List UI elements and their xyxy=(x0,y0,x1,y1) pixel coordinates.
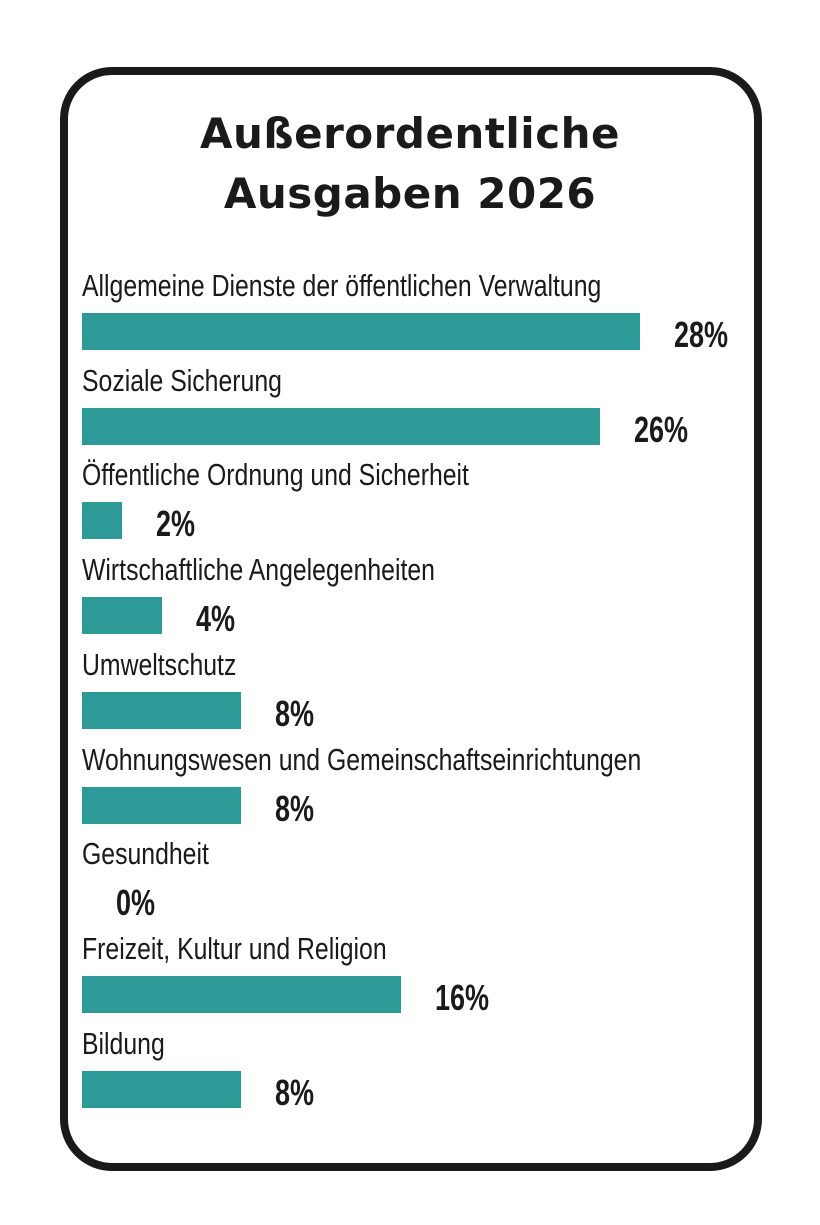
chart-title: Außerordentliche Ausgaben 2026 xyxy=(0,104,820,224)
category-label: Wohnungswesen und Gemeinschaftseinrichtu… xyxy=(82,741,642,777)
title-line-1: Außerordentliche xyxy=(200,109,620,158)
bar xyxy=(82,502,122,540)
bar xyxy=(82,313,641,350)
category-label: Freizeit, Kultur und Religion xyxy=(82,930,387,966)
value-label: 16% xyxy=(434,976,489,1018)
value-label: 28% xyxy=(674,314,729,355)
bar xyxy=(82,786,242,824)
category-label: Umweltschutz xyxy=(82,646,237,682)
value-label: 8% xyxy=(275,787,315,829)
title-line-2: Ausgaben 2026 xyxy=(223,169,597,218)
category-label: Allgemeine Dienste der öffentlichen Verw… xyxy=(82,268,602,303)
category-label: Öffentliche Ordnung und Sicherheit xyxy=(82,457,469,493)
category-label: Soziale Sicherung xyxy=(82,362,282,398)
category-label: Gesundheit xyxy=(82,836,209,872)
value-label: 2% xyxy=(155,503,195,545)
bar xyxy=(82,691,242,729)
bar xyxy=(82,1070,242,1108)
bar xyxy=(82,407,601,445)
value-label: 26% xyxy=(634,408,689,450)
category-label: Wirtschaftliche Angelegenheiten xyxy=(82,552,435,588)
bar xyxy=(82,975,401,1013)
value-label: 8% xyxy=(275,692,315,734)
bar xyxy=(82,597,162,635)
category-label: Bildung xyxy=(82,1025,165,1061)
value-label: 8% xyxy=(275,1071,315,1113)
value-label: 4% xyxy=(195,598,235,640)
value-label: 0% xyxy=(116,882,156,924)
